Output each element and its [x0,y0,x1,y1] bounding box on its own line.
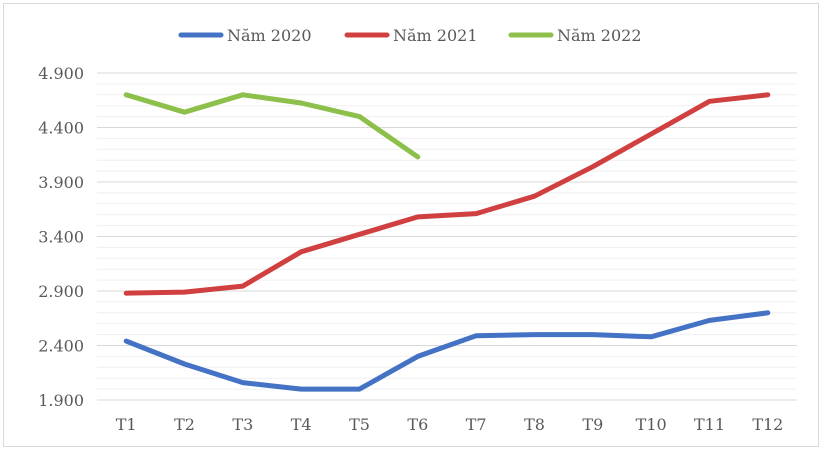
y-axis-ticks: 1.900 2.400 2.900 3.400 3.900 4.400 4.900 [38,64,84,410]
series-line-năm-2022 [123,92,421,160]
x-tick-label: T12 [752,415,783,434]
x-tick-label: T6 [407,415,428,434]
y-tick-label: 2.900 [38,282,84,301]
legend-label: Năm 2021 [393,26,478,45]
y-tick-label: 2.400 [38,337,84,356]
y-tick-label: 3.400 [38,228,84,247]
y-tick-label: 1.900 [38,391,84,410]
x-axis-ticks: T1 T2 T3 T4 T5 T6 T7 T8 T9 T10 T11 T12 [116,415,784,434]
series-line-năm-2020 [123,310,771,392]
x-tick-label: T3 [232,415,253,434]
y-tick-label: 4.900 [38,64,84,83]
series-lines [123,92,771,392]
y-tick-label: 3.900 [38,173,84,192]
x-tick-label: T9 [582,415,603,434]
x-tick-label: T4 [291,415,312,434]
legend-label: Năm 2020 [227,26,312,45]
chart-frame [3,3,819,447]
x-tick-label: T5 [349,415,370,434]
gridlines [97,72,797,401]
x-tick-label: T11 [694,415,725,434]
x-tick-label: T7 [466,415,487,434]
series-line-năm-2021 [123,92,771,296]
x-tick-label: T8 [524,415,545,434]
x-tick-label: T1 [116,415,137,434]
x-tick-label: T10 [636,415,667,434]
y-tick-label: 4.400 [38,119,84,138]
legend-label: Năm 2022 [557,26,642,45]
x-tick-label: T2 [174,415,195,434]
legend: Năm 2020 Năm 2021 Năm 2022 [178,26,642,45]
